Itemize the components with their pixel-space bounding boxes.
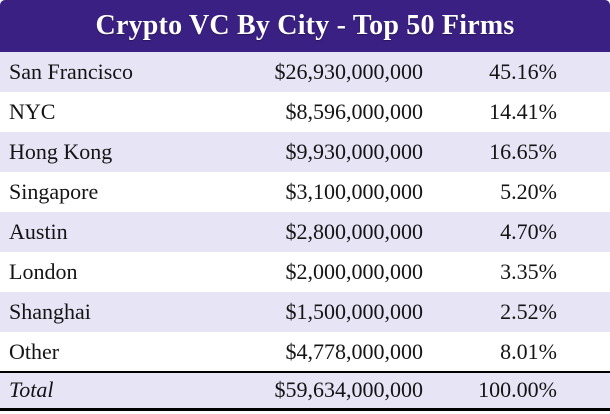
table-row: Shanghai $1,500,000,000 2.52% (0, 292, 610, 332)
amount-cell: $2,000,000,000 (285, 259, 424, 284)
percent-cell: 3.35% (500, 259, 557, 284)
city-cell: Austin (9, 219, 68, 244)
amount-cell: $8,596,000,000 (285, 99, 424, 124)
table-body: San Francisco $26,930,000,000 45.16% NYC $8,… (0, 52, 610, 372)
amount-cell: $4,778,000,000 (285, 338, 424, 364)
percent-cell: 45.16% (489, 59, 557, 84)
table-row: Other $4,778,000,000 8.01% (0, 332, 610, 372)
percent-cell: 14.41% (489, 99, 557, 124)
table-row: Singapore $3,100,000,000 5.20% (0, 172, 610, 212)
percent-cell: 2.52% (500, 299, 557, 324)
city-cell: London (9, 259, 78, 284)
total-row: Total $59,634,000,000 100.00% (0, 372, 610, 409)
percent-cell: 8.01% (500, 338, 557, 364)
percent-cell: 4.70% (500, 219, 557, 244)
city-cell: Singapore (9, 179, 99, 204)
total-amount: $59,634,000,000 (274, 377, 424, 403)
amount-cell: $2,800,000,000 (285, 219, 424, 244)
city-cell: Hong Kong (9, 139, 113, 164)
total-percent: 100.00% (478, 377, 557, 403)
city-cell: San Francisco (9, 59, 134, 84)
percent-cell: 5.20% (500, 179, 557, 204)
amount-cell: $26,930,000,000 (274, 59, 424, 84)
percent-cell: 16.65% (489, 139, 557, 164)
table-row: Hong Kong $9,930,000,000 16.65% (0, 132, 610, 172)
total-label: Total (9, 377, 54, 403)
table-row: San Francisco $26,930,000,000 45.16% (0, 52, 610, 92)
table-row: Austin $2,800,000,000 4.70% (0, 212, 610, 252)
page-title: Crypto VC By City - Top 50 Firms (0, 0, 610, 52)
crypto-vc-table: San Francisco $26,930,000,000 45.16% NYC $8,… (0, 52, 610, 411)
city-cell: Other (9, 338, 60, 364)
table-row: London $2,000,000,000 3.35% (0, 252, 610, 292)
city-cell: NYC (9, 99, 56, 124)
amount-cell: $9,930,000,000 (285, 139, 424, 164)
amount-cell: $1,500,000,000 (285, 299, 424, 324)
table-row: NYC $8,596,000,000 14.41% (0, 92, 610, 132)
city-cell: Shanghai (9, 299, 91, 324)
amount-cell: $3,100,000,000 (285, 179, 424, 204)
